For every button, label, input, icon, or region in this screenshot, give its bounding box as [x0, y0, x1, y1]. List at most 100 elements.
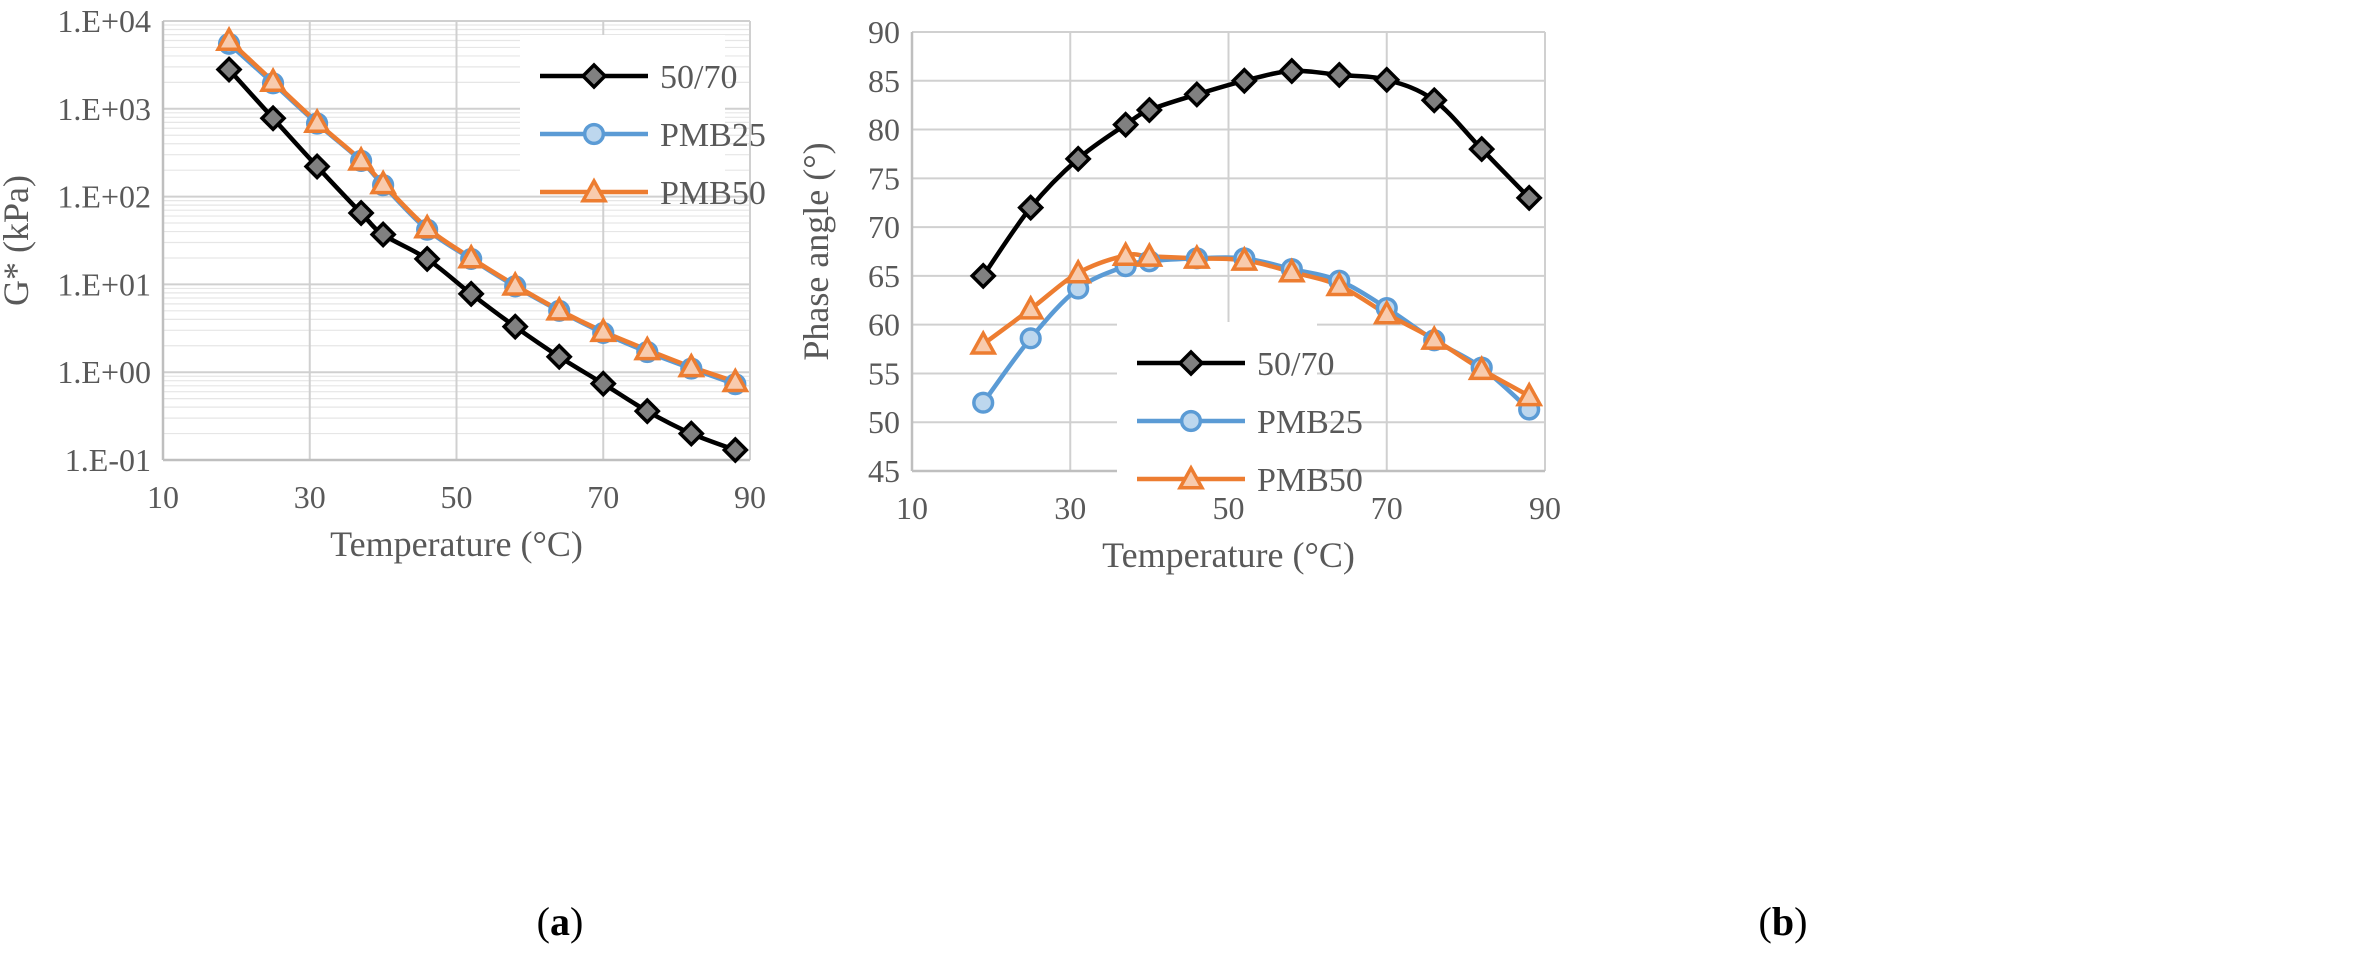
xtick-label-a: 50 — [441, 479, 473, 515]
data-point-50-70-a — [501, 313, 529, 341]
legend-marker-pmb25-b — [1179, 409, 1203, 433]
ytick-label-b: 60 — [868, 307, 900, 343]
ytick-label-a: 1.E+03 — [57, 91, 151, 127]
legend-marker-pmb50-a — [580, 177, 608, 203]
data-point-pmb50-b — [1135, 241, 1164, 267]
ytick-label-b: 70 — [868, 209, 900, 245]
data-point-50-70-b — [1017, 194, 1045, 222]
ytick-label-b: 80 — [868, 112, 900, 148]
xtick-label-b: 70 — [1371, 490, 1403, 526]
panel-label-b: (b) — [1759, 899, 1808, 944]
data-point-50-70-b — [1468, 135, 1496, 163]
data-point-pmb50-a — [303, 107, 332, 133]
y-axis-title-b: Phase angle (°) — [796, 142, 836, 360]
data-point-50-70-a — [259, 104, 287, 132]
ytick-label-b: 45 — [868, 453, 900, 489]
data-point-pmb50-a — [589, 316, 618, 343]
data-point-pmb50-b — [969, 329, 998, 355]
data-point-pmb50-b — [1277, 257, 1306, 283]
ytick-label-a: 1.E+00 — [57, 354, 151, 390]
ytick-label-a: 1.E+04 — [57, 3, 151, 39]
data-point-50-70-a — [457, 280, 485, 308]
data-point-50-70-b — [1420, 86, 1448, 114]
legend-label-50-70-a: 50/70 — [660, 59, 737, 96]
xtick-label-b: 10 — [896, 490, 928, 526]
ytick-label-b: 75 — [868, 160, 900, 196]
data-point-pmb50-b — [1230, 245, 1259, 271]
data-point-pmb50-a — [369, 169, 398, 195]
ytick-label-b: 85 — [868, 63, 900, 99]
data-point-50-70-b — [1515, 184, 1543, 212]
x-axis-title-b: Temperature (°C) — [1102, 535, 1355, 575]
legend-label-50-70-b: 50/70 — [1257, 346, 1334, 383]
data-point-pmb50-a — [347, 145, 376, 171]
series-line-50-70-b — [981, 68, 1531, 278]
data-point-pmb50-a — [413, 213, 442, 239]
data-point-pmb50-a — [215, 25, 244, 52]
data-point-pmb50-a — [457, 243, 486, 269]
legend-label-pmb50-b: PMB50 — [1257, 462, 1363, 499]
legend-marker-50-70-b — [1177, 349, 1205, 377]
data-point-pmb50-a — [721, 367, 750, 393]
ytick-label-b: 55 — [868, 355, 900, 391]
data-point-pmb50-a — [545, 295, 574, 321]
xtick-label-a: 30 — [294, 479, 326, 515]
legend-box-a — [520, 35, 725, 195]
data-point-50-70-b — [1278, 57, 1306, 85]
data-point-50-70-b — [1112, 111, 1140, 139]
data-point-50-70-b — [1135, 96, 1163, 124]
xtick-label-b: 30 — [1054, 490, 1086, 526]
data-point-pmb50-b — [1064, 258, 1093, 284]
xtick-label-b: 90 — [1529, 490, 1561, 526]
legend-label-pmb50-a: PMB50 — [660, 175, 766, 212]
data-point-50-70-b — [1373, 66, 1401, 94]
data-point-50-70-a — [633, 397, 661, 425]
ytick-label-a: 1.E+02 — [57, 179, 151, 215]
data-point-50-70-b — [1183, 80, 1211, 108]
data-point-pmb50-b — [1111, 240, 1140, 266]
ytick-label-b: 50 — [868, 404, 900, 440]
xtick-label-a: 70 — [587, 479, 619, 515]
ytick-label-b: 90 — [868, 14, 900, 50]
data-point-pmb25-b — [972, 391, 995, 414]
data-point-50-70-b — [1230, 67, 1258, 95]
data-point-pmb50-b — [1182, 243, 1211, 269]
xtick-label-b: 50 — [1213, 490, 1245, 526]
data-point-pmb50-b — [1467, 354, 1496, 381]
data-point-50-70-a — [369, 221, 397, 248]
ytick-label-a: 1.E-01 — [65, 442, 151, 478]
data-point-50-70-a — [545, 343, 573, 371]
data-point-50-70-b — [1064, 145, 1092, 173]
data-point-pmb25-b — [1019, 327, 1042, 350]
data-point-pmb50-a — [501, 270, 530, 296]
data-point-50-70-a — [303, 153, 331, 181]
x-axis-title-a: Temperature (°C) — [330, 524, 583, 564]
data-point-pmb50-b — [1372, 299, 1401, 325]
data-point-50-70-a — [589, 370, 617, 398]
panel-label-a: (a) — [537, 899, 584, 944]
data-point-50-70-a — [721, 436, 749, 464]
data-point-pmb50-b — [1420, 324, 1449, 350]
data-point-50-70-a — [347, 199, 375, 227]
data-point-pmb50-a — [259, 66, 288, 92]
xtick-label-a: 90 — [734, 479, 766, 515]
chart-a-gstar: 1.E-01 1.E+00 1.E+01 1.E+02 1.E+03 1.E+04 10 30… — [0, 3, 766, 564]
xtick-label-a: 10 — [147, 479, 179, 515]
data-point-pmb50-a — [677, 352, 706, 378]
data-point-50-70-b — [969, 262, 997, 290]
data-point-pmb50-b — [1515, 381, 1544, 407]
data-point-pmb50-b — [1325, 271, 1354, 297]
legend-marker-50-70-a — [580, 62, 608, 90]
legend-marker-pmb25-a — [582, 122, 606, 146]
y-axis-title-a: G* (kPa) — [0, 175, 36, 306]
legend-box-b — [1117, 322, 1317, 482]
data-point-50-70-a — [677, 420, 705, 448]
legend-label-pmb25-b: PMB25 — [1257, 404, 1363, 441]
data-point-50-70-a — [215, 56, 243, 84]
ytick-label-b: 65 — [868, 258, 900, 294]
data-point-pmb50-b — [1016, 294, 1045, 320]
data-point-50-70-b — [1325, 61, 1353, 89]
data-point-50-70-a — [413, 245, 441, 273]
legend-label-pmb25-a: PMB25 — [660, 117, 766, 154]
